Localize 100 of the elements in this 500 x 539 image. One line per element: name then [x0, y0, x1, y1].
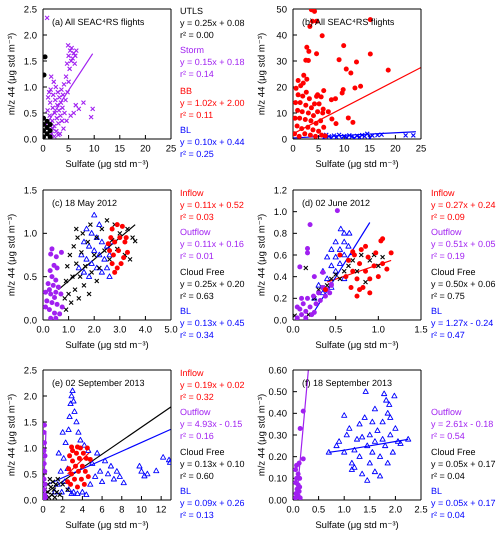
text: y = 0.15x + 0.18: [180, 56, 245, 68]
text: y = 1.27x - 0.24: [431, 317, 494, 329]
y-tick-label: 1.0: [24, 228, 37, 240]
x-tick-label: 2: [60, 504, 66, 516]
text: BL: [431, 305, 442, 317]
text: Cloud Free: [431, 266, 476, 278]
y-tick-label: 0.10: [268, 474, 287, 485]
text: y = 0.27x + 0.24: [431, 199, 496, 212]
y-axis-title: m/z 44 (μg std m⁻³): [6, 32, 18, 116]
text: r² = 0.04: [431, 509, 465, 521]
x-tick-label: 10: [338, 144, 350, 155]
text: r² = 0.25: [180, 148, 214, 160]
y-tick-label: 1.5: [24, 185, 37, 196]
x-tick-label: 25: [416, 144, 426, 155]
text: y = 0.13x + 0.45: [180, 317, 245, 329]
text: r² = 0.04: [431, 470, 465, 482]
x-axis-title: Sulfate (μg std m⁻³): [315, 340, 399, 351]
y-tick-label: 40: [276, 30, 287, 42]
text: BL: [180, 124, 192, 136]
y-tick-label: 0.0: [24, 315, 37, 326]
y-tick-label: 2.5: [24, 365, 37, 376]
y-tick-label: 1.5: [24, 56, 37, 68]
x-tick-label: 8: [119, 504, 124, 516]
y-tick-label: 30: [276, 56, 287, 68]
x-tick-label: 5.0: [164, 324, 178, 336]
y-axis-title: m/z 44 (μg std m⁻³): [256, 394, 268, 476]
x-tick-label: 20: [390, 144, 401, 155]
text: r² = 0.13: [180, 509, 214, 521]
y-tick-label: 0.5: [24, 272, 37, 284]
text: (d) 02 June 2012: [302, 198, 370, 209]
y-tick-label: 20: [276, 82, 287, 94]
y-tick-label: 0.40: [268, 408, 287, 420]
x-axis-title: Sulfate (μg std m⁻³): [65, 159, 149, 170]
y-tick-label: 0.5: [24, 469, 37, 480]
text: r² = 0.14: [180, 68, 214, 80]
x-tick-label: 3.0: [113, 324, 126, 336]
text: r² = 0.00: [180, 29, 214, 41]
y-tick-label: 0.30: [268, 430, 287, 442]
x-tick-label: 15: [364, 144, 376, 155]
y-axis-title: m/z 44 (μg std m⁻³): [256, 32, 268, 116]
text: Inflow: [431, 187, 455, 200]
text: Outflow: [431, 226, 462, 238]
text: y = 0.19x + 0.02: [180, 379, 245, 392]
y-tick-label: 0.0: [24, 134, 37, 146]
y-tick-label: 1.0: [274, 207, 287, 218]
text: y = 4.93x - 0.15: [180, 418, 242, 430]
x-tick-label: 10: [136, 504, 147, 516]
text: r² = 0.11: [180, 108, 214, 121]
x-axis-title: Sulfate (μg std m⁻³): [65, 520, 149, 531]
y-tick-label: 50: [276, 4, 287, 16]
x-tick-label: 15: [114, 144, 126, 155]
text: y = 0.25x + 0.20: [180, 278, 245, 290]
text: Cloud Free: [180, 446, 225, 458]
text: (e) 02 September 2013: [52, 378, 145, 389]
y-tick-label: 0.50: [268, 387, 287, 398]
text: y = 0.25x + 0.08: [180, 17, 245, 29]
text: r² = 0.16: [180, 430, 214, 442]
text: (a) All SEAC⁴RS flights: [52, 17, 144, 28]
x-axis-title: Sulfate (μg std m⁻³): [65, 340, 149, 351]
text: y = 0.11x + 0.52: [180, 199, 244, 212]
x-tick-label: 2.5: [414, 504, 428, 516]
text: r² = 0.09: [431, 211, 465, 224]
x-tick-label: 4.0: [138, 324, 152, 336]
text: y = 2.61x - 0.18: [431, 418, 494, 430]
text: BL: [180, 485, 192, 497]
text: r² = 0.01: [180, 250, 214, 262]
y-tick-label: 1.2: [274, 185, 287, 196]
x-tick-label: 0.5: [329, 324, 342, 336]
text: Outflow: [180, 226, 211, 238]
y-tick-label: 0.0: [274, 315, 287, 326]
x-tick-label: 2.0: [88, 324, 101, 336]
text: y = 0.05x + 0.17: [431, 497, 496, 509]
y-tick-label: 2.5: [24, 4, 37, 16]
y-tick-label: 0.0: [24, 495, 37, 506]
y-axis-title: m/z 44 (μg std m⁻³): [256, 214, 268, 296]
y-axis-title: m/z 44 (μg std m⁻³): [6, 394, 18, 476]
x-tick-label: 0: [40, 144, 46, 155]
text: Inflow: [180, 187, 204, 200]
text: (c) 18 May 2012: [52, 198, 118, 209]
x-tick-label: 10: [88, 144, 100, 155]
y-tick-label: 0.8: [274, 228, 287, 240]
text: r² = 0.32: [180, 391, 214, 404]
x-tick-label: 0.0: [286, 324, 300, 336]
y-tick-label: 10: [276, 108, 287, 120]
y-tick-label: 0.4: [274, 272, 287, 284]
text: Inflow: [180, 367, 204, 380]
y-tick-label: 2.0: [24, 30, 37, 42]
text: (b) All SEAC⁴RS flights: [302, 17, 394, 28]
x-tick-label: 0.0: [36, 324, 50, 336]
text: r² = 0.03: [180, 211, 214, 224]
x-tick-label: 1.0: [338, 504, 351, 516]
x-tick-label: 0: [290, 144, 296, 155]
x-tick-label: 0.0: [286, 504, 300, 516]
text: UTLS: [180, 5, 204, 17]
text: r² = 0.19: [431, 250, 465, 262]
x-tick-label: 4: [80, 504, 86, 516]
y-tick-label: 2.0: [24, 391, 37, 402]
x-tick-label: 6: [99, 504, 105, 516]
x-tick-label: 0.5: [312, 504, 326, 516]
x-tick-label: 20: [140, 144, 151, 155]
